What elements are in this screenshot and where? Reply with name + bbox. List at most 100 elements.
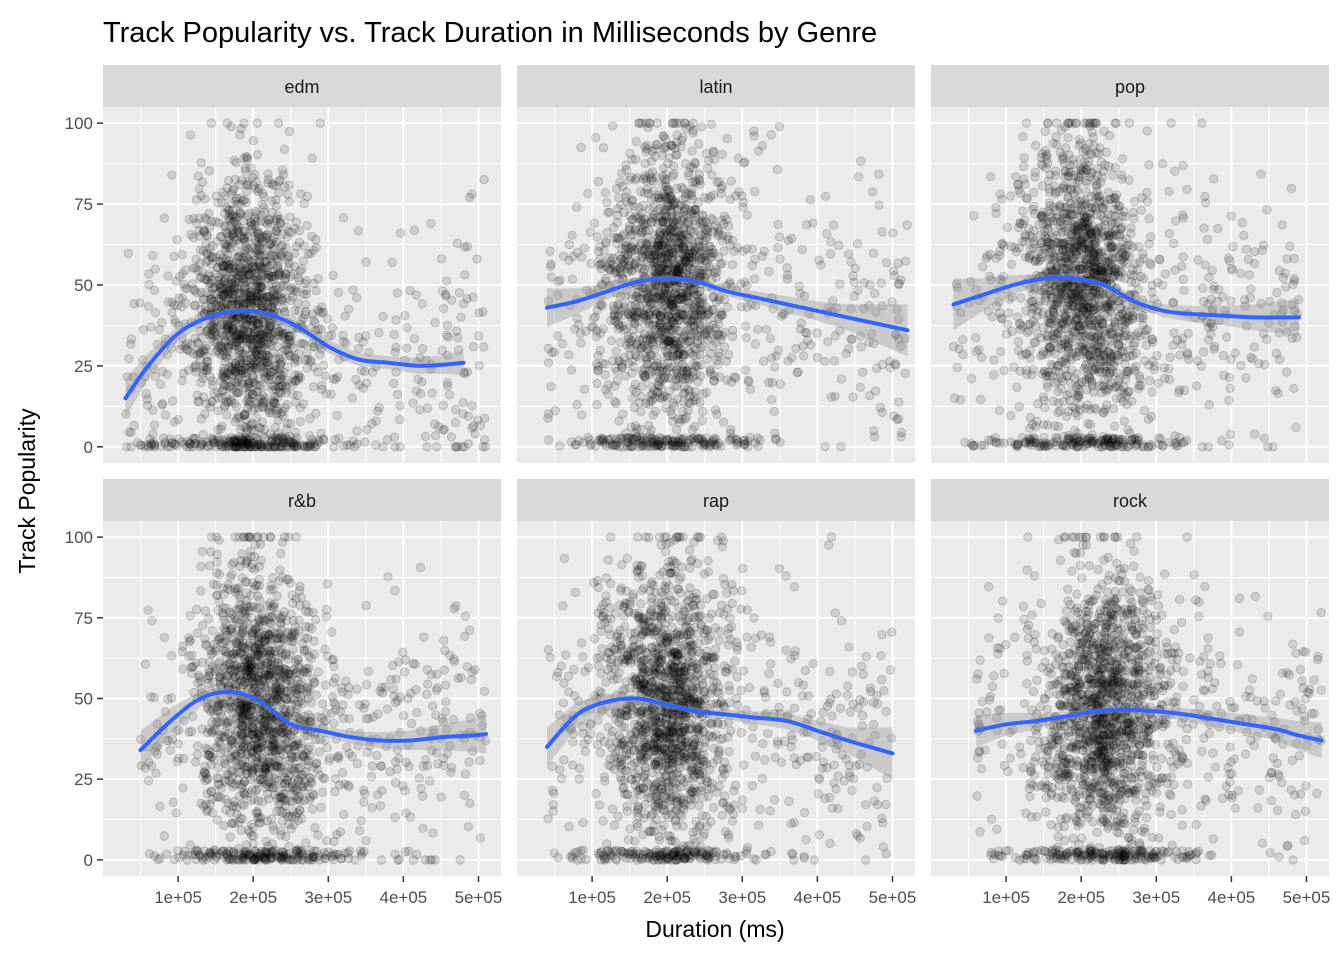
data-point	[402, 343, 412, 353]
data-point	[121, 442, 132, 452]
data-point	[595, 345, 606, 356]
data-point	[1052, 361, 1062, 371]
data-point	[657, 180, 668, 191]
data-point	[266, 340, 277, 350]
data-point	[361, 257, 371, 267]
data-point	[1053, 407, 1063, 418]
data-point	[378, 311, 388, 322]
data-point	[277, 346, 288, 357]
data-point	[243, 389, 254, 399]
data-point	[224, 212, 234, 223]
data-point	[773, 242, 783, 253]
data-point	[852, 239, 863, 249]
data-point	[613, 233, 623, 243]
data-point	[259, 397, 269, 408]
data-point	[885, 356, 895, 366]
data-point	[598, 143, 609, 153]
data-point	[242, 314, 252, 325]
data-point	[229, 398, 240, 408]
facet-strip-label: latin	[699, 77, 732, 97]
data-point	[263, 442, 273, 452]
data-point	[293, 298, 303, 308]
data-point	[626, 335, 636, 346]
data-point	[1018, 206, 1028, 217]
data-point	[273, 266, 284, 276]
data-point	[753, 146, 764, 156]
data-point	[646, 156, 657, 167]
data-point	[178, 368, 189, 379]
data-point	[173, 414, 183, 425]
data-point	[1030, 140, 1041, 151]
data-point	[204, 208, 214, 219]
data-point	[284, 126, 295, 137]
data-point	[274, 176, 284, 187]
data-point	[719, 211, 729, 221]
data-point	[230, 436, 240, 446]
data-point	[236, 334, 246, 344]
data-point	[235, 424, 246, 434]
data-point	[244, 244, 254, 254]
data-point	[242, 439, 252, 449]
data-point	[1013, 337, 1024, 347]
data-point	[214, 294, 225, 304]
data-point	[354, 332, 364, 343]
data-point	[223, 175, 234, 186]
data-point	[250, 237, 261, 247]
data-point	[543, 343, 553, 354]
data-point	[231, 157, 241, 168]
data-point	[302, 221, 312, 231]
data-point	[601, 359, 611, 369]
data-point	[391, 315, 401, 325]
data-point	[1021, 118, 1032, 128]
data-point	[1100, 160, 1110, 170]
data-point	[617, 305, 627, 316]
data-point	[226, 121, 236, 132]
data-point	[299, 198, 309, 209]
data-point	[771, 435, 781, 445]
data-point	[148, 250, 158, 261]
data-point	[188, 348, 199, 359]
data-point	[219, 363, 229, 374]
data-point	[196, 414, 207, 424]
data-point	[686, 252, 697, 263]
data-point	[189, 362, 199, 373]
data-point	[636, 407, 646, 417]
data-point	[213, 198, 223, 208]
data-point	[609, 396, 620, 406]
data-point	[610, 315, 620, 326]
data-point	[246, 334, 256, 345]
data-point	[320, 371, 331, 381]
data-point	[297, 264, 307, 274]
data-point	[1034, 256, 1044, 266]
data-point	[202, 325, 213, 335]
data-point	[1082, 384, 1092, 395]
data-point	[360, 437, 370, 447]
data-point	[255, 333, 266, 343]
data-point	[865, 280, 875, 290]
data-point	[395, 228, 406, 238]
data-point	[247, 258, 258, 268]
y-tick-label: 0	[84, 438, 93, 457]
data-point	[989, 370, 999, 380]
data-point	[812, 328, 822, 338]
data-point	[696, 342, 706, 353]
data-point	[591, 133, 601, 143]
data-point	[900, 368, 910, 379]
data-point	[680, 159, 691, 169]
data-point	[569, 324, 580, 334]
data-point	[248, 363, 258, 373]
data-point	[271, 442, 281, 452]
data-point	[670, 381, 680, 392]
data-point	[201, 214, 212, 225]
data-point	[250, 206, 261, 217]
data-point	[239, 298, 250, 308]
data-point	[150, 308, 161, 318]
data-point	[881, 258, 892, 268]
data-point	[241, 186, 252, 196]
data-point	[753, 324, 763, 334]
data-point	[727, 260, 737, 270]
data-point	[263, 174, 274, 185]
data-point	[897, 427, 907, 438]
data-point	[460, 270, 470, 280]
data-point	[786, 233, 797, 244]
